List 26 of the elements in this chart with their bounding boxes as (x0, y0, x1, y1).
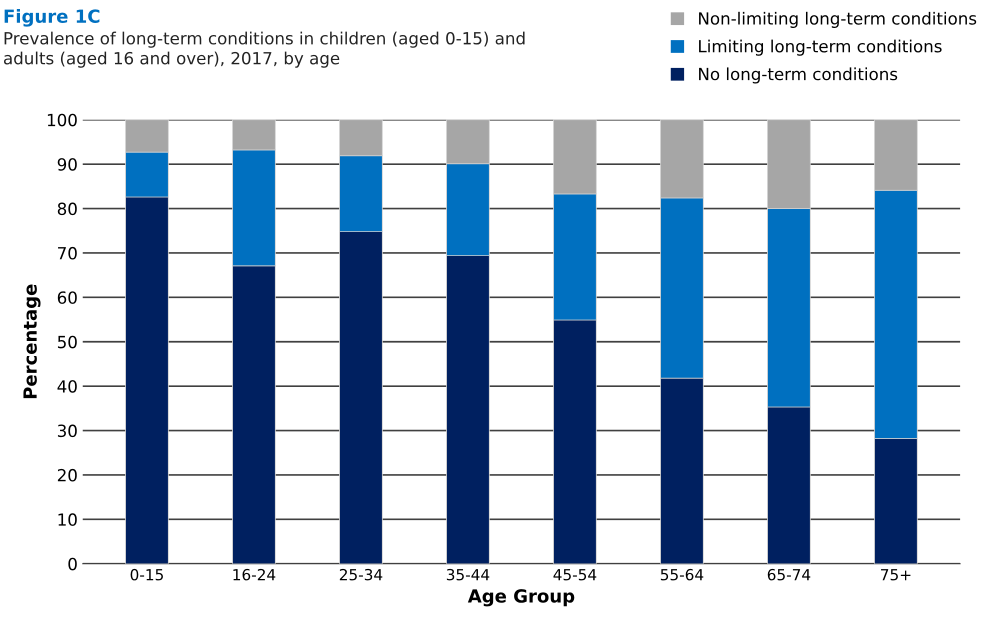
y-tick-label: 60 (58, 291, 77, 304)
y-tick-label: 100 (48, 114, 77, 126)
x-tick-label: 75+ (881, 569, 910, 580)
y-tick-label: 70 (58, 246, 77, 260)
x-tick-label: 55-64 (660, 568, 704, 580)
y-axis-title: Percentage (23, 284, 41, 398)
y-tick-label: 90 (58, 158, 77, 171)
y-tick-label: 50 (58, 336, 77, 348)
x-tick-label: 45-54 (553, 569, 596, 580)
legend-label: Non-limiting long-term conditions (699, 12, 976, 28)
chart-title: Figure 1C (4, 9, 100, 27)
x-tick-label: 35-44 (446, 568, 490, 580)
legend-label: No long-term conditions (699, 67, 898, 84)
chart-subtitle: Prevalence of long-term conditions in children (aged 0-15) and adults (aged 16 and over), 2017, by age (4, 32, 525, 68)
y-tick-label: 40 (57, 380, 77, 393)
legend-label: Limiting long-term conditions (699, 40, 942, 56)
x-tick-label: 16-24 (233, 568, 276, 580)
y-tick-label: 10 (58, 513, 77, 526)
y-tick-label: 30 (58, 424, 77, 438)
y-tick-label: 0 (68, 558, 77, 570)
x-tick-label: 65-74 (768, 568, 810, 580)
x-tick-label: 25-34 (340, 568, 382, 580)
x-axis-title: Age Group (468, 589, 574, 606)
y-tick-label: 80 (58, 202, 77, 216)
x-tick-label: 0-15 (130, 568, 163, 580)
y-tick-label: 20 (58, 468, 77, 482)
